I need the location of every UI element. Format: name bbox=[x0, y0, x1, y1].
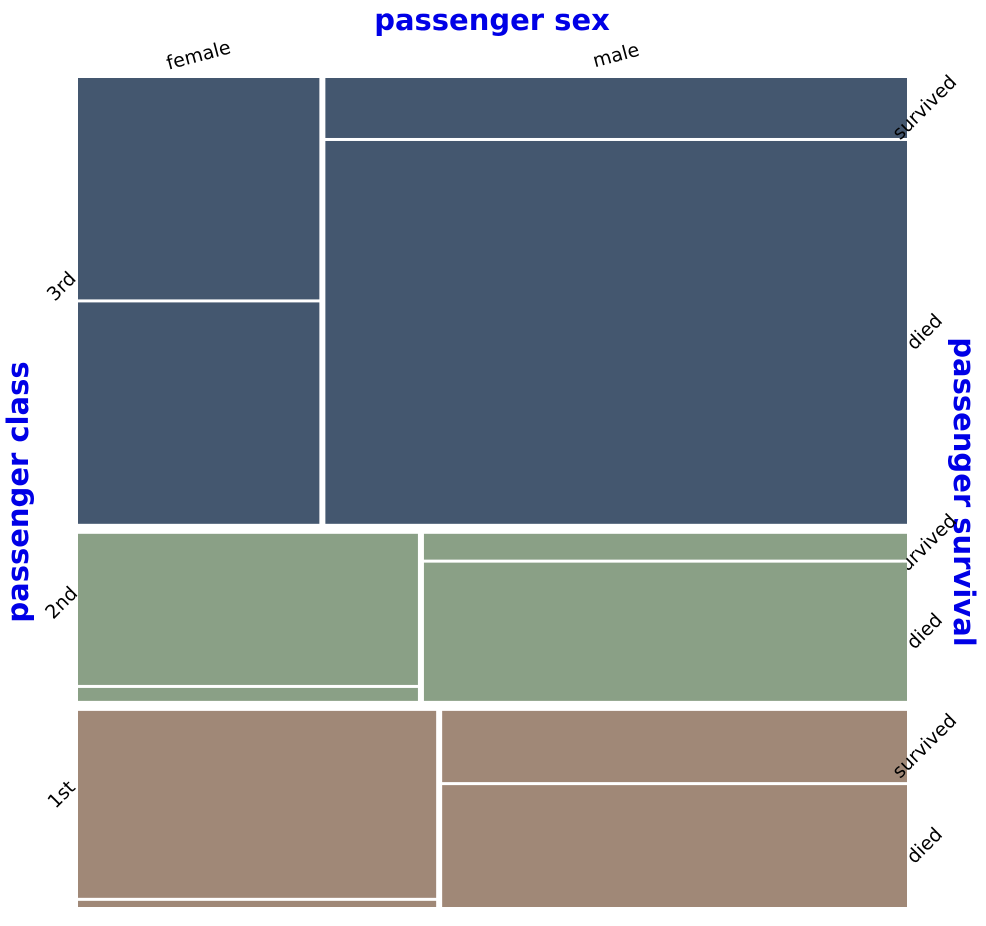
mosaic-tile bbox=[325, 140, 907, 524]
mosaic-tile bbox=[78, 687, 418, 701]
mosaic-tile bbox=[442, 710, 907, 783]
x-axis-title: passenger sex bbox=[374, 3, 610, 37]
mosaic-tile bbox=[442, 785, 907, 907]
sex-label: male bbox=[590, 39, 641, 72]
mosaic-tile bbox=[325, 78, 907, 138]
mosaic-tile bbox=[423, 562, 907, 701]
y2-axis-title: passenger survival bbox=[947, 337, 981, 646]
class-label: 1st bbox=[43, 776, 79, 812]
class-label: 3rd bbox=[43, 268, 81, 306]
y-axis-title: passenger class bbox=[1, 361, 35, 622]
mosaic-tile bbox=[423, 533, 907, 560]
class-label: 2nd bbox=[41, 582, 82, 623]
mosaic-tile bbox=[78, 900, 437, 907]
outcome-label: died bbox=[902, 823, 947, 868]
mosaic-tile bbox=[78, 533, 418, 685]
outcome-label: died bbox=[902, 310, 947, 355]
outcome-label: died bbox=[902, 609, 947, 654]
sex-label: female bbox=[164, 36, 233, 74]
mosaic-tile bbox=[78, 710, 437, 898]
mosaic-tile bbox=[78, 78, 320, 300]
mosaic-tile bbox=[78, 302, 320, 524]
